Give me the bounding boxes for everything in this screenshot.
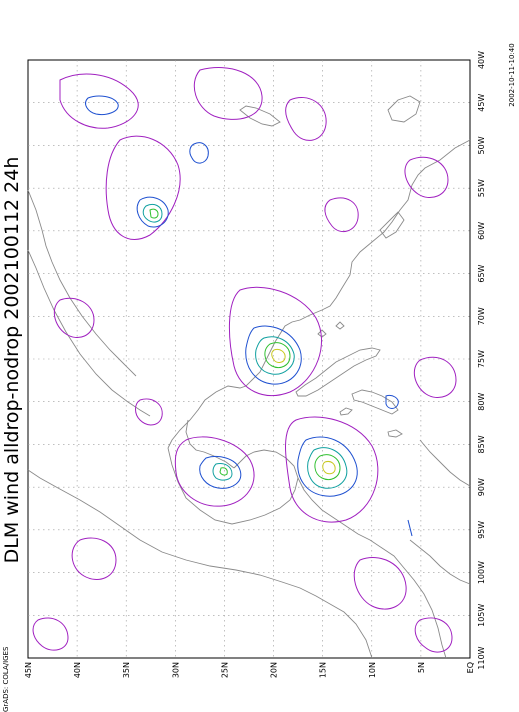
coastline-nova-scotia xyxy=(379,211,405,239)
contour-level-3 xyxy=(142,203,348,489)
coastline-hispaniola xyxy=(351,389,399,415)
coastline-gulf-mexico xyxy=(167,447,299,525)
timestamp: 2002-10-11-10:40 xyxy=(508,43,516,106)
lat-tick-label: 10N xyxy=(368,662,377,678)
contour-level-5 xyxy=(271,349,336,475)
contour-level-2 xyxy=(85,95,413,537)
lat-tick-label: 5N xyxy=(417,662,426,673)
graticule xyxy=(28,60,470,658)
lat-tick-label: 45N xyxy=(24,662,33,678)
coastline-california xyxy=(27,189,137,377)
coastline-cuba xyxy=(295,347,381,397)
contour-level-1 xyxy=(32,67,457,653)
lon-tick-label: 80W xyxy=(477,393,486,411)
lon-tick-label: 40W xyxy=(477,51,486,69)
lon-tick-label: 75W xyxy=(477,350,486,368)
lat-tick-label: 40N xyxy=(73,662,82,678)
lon-tick-label: 100W xyxy=(477,561,486,584)
coastline-baja xyxy=(27,249,151,417)
lon-tick-label: 95W xyxy=(477,521,486,539)
lon-tick-label: 50W xyxy=(477,136,486,154)
lat-tick-label: 35N xyxy=(122,662,131,678)
coastline-yucatan xyxy=(185,419,235,469)
lon-tick-label: 60W xyxy=(477,222,486,240)
wind-difference-contours xyxy=(32,67,457,653)
lat-tick-label: 30N xyxy=(171,662,180,678)
lat-tick-label: 15N xyxy=(319,662,328,678)
coastline-puerto-rico xyxy=(387,429,403,438)
lon-tick-label: 55W xyxy=(477,179,486,197)
lon-tick-label: 90W xyxy=(477,478,486,496)
lat-tick-label: 20N xyxy=(270,662,279,678)
coastline-panama xyxy=(409,539,471,585)
coastline-newfoundland xyxy=(387,95,421,123)
longitude-labels: 40W 45W 50W 55W 60W 65W 70W 75W 80W 85W 90W 95W 100W… xyxy=(477,51,486,670)
lon-tick-label: 65W xyxy=(477,264,486,282)
grads-credit: GrADS: COLA/IGES xyxy=(2,646,10,712)
coastline-pacific-mexico xyxy=(27,469,373,659)
lat-tick-label: EQ xyxy=(466,662,475,673)
lat-tick-label: 25N xyxy=(220,662,229,678)
lon-tick-label: 45W xyxy=(477,94,486,112)
coastline-jamaica xyxy=(339,407,353,416)
lon-tick-label: 105W xyxy=(477,604,486,627)
coastline-north-america-east xyxy=(167,139,471,449)
lon-tick-label: 110W xyxy=(477,646,486,669)
chart-title: DLM wind alldrop-nodrop 2002100112 24h xyxy=(1,157,23,564)
coastline-great-lakes xyxy=(239,105,281,127)
coastline-central-america xyxy=(297,477,447,659)
lon-tick-label: 70W xyxy=(477,307,486,325)
lon-tick-label: 85W xyxy=(477,435,486,453)
contour-level-4 xyxy=(149,208,341,481)
coastline-south-america xyxy=(419,439,471,487)
latitude-labels: 45N 40N 35N 30N 25N 20N 15N 10N 5N EQ xyxy=(24,662,475,678)
